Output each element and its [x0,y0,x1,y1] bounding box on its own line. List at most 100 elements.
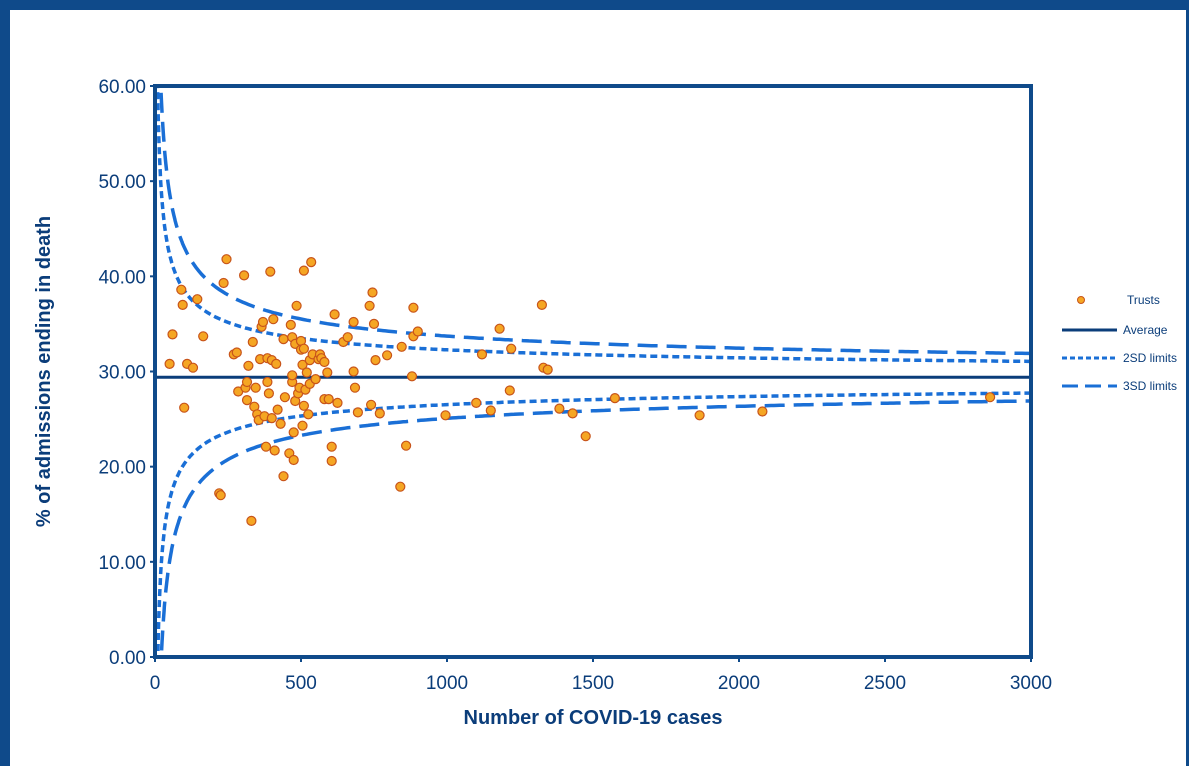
trust-point [303,409,314,420]
trust-point [342,332,353,343]
trust-point [241,395,253,406]
x-tick-label: 2500 [864,673,906,694]
x-axis-title: Number of COVID-19 cases [464,707,723,729]
x-tick-label: 3000 [1010,673,1052,694]
trust-point [215,490,226,501]
trust-point [298,343,309,354]
control-limits [155,86,1031,657]
limit-2sd-upper [155,86,1031,364]
trust-point [164,358,175,369]
trust-point [272,404,283,415]
trust-point [198,331,209,342]
trust-point [364,300,375,311]
trust-point [485,405,496,416]
trust-point [326,455,337,467]
trust-point [348,366,359,377]
trust-point [406,371,418,382]
trust-point [396,341,407,352]
trust-point [326,441,337,452]
trust-point [757,406,768,417]
trust-point [297,359,308,370]
x-tick-label: 500 [285,673,317,694]
trust-point [269,445,280,456]
trust-point [401,440,412,451]
trust-point [263,388,274,399]
legend-average-label: Average [1123,323,1168,337]
x-tick-label: 2000 [718,673,760,694]
trust-point [323,394,334,405]
trust-point [322,367,333,378]
x-axis-ticks: 0 500 1000 1500 2000 2500 3000 [150,657,1052,694]
trust-point [609,393,621,404]
trust-point [542,364,553,375]
trust-point [246,515,257,527]
limit-2sd-lower [156,391,1031,657]
trust-point [179,402,190,413]
trust-point [262,376,273,388]
trust-point [278,334,289,345]
trust-point [297,420,308,431]
trust-point [275,418,286,429]
trust-point [298,400,309,411]
trust-point [567,408,578,419]
limit-3sd-lower [159,399,1031,657]
trust-point [218,277,229,289]
y-axis-title: % of admissions ending in death [33,216,55,527]
y-tick-label: 0.00 [109,648,146,669]
trust-point [301,367,312,378]
trust-point [268,314,279,325]
y-tick-label: 30.00 [98,363,146,384]
trust-point [239,270,250,281]
trust-point [476,349,488,360]
trust-point [291,300,302,311]
trust-point [288,454,299,466]
y-tick-label: 60.00 [98,77,146,98]
trust-point [287,370,298,381]
trust-point [984,392,996,403]
trust-point [167,329,178,340]
trust-point [504,385,515,396]
trust-point [367,287,378,298]
trust-point [241,376,253,388]
trust-point [192,294,203,305]
trust-point [580,431,591,442]
x-tick-label: 1000 [426,673,468,694]
trust-point [271,358,282,369]
trust-point [231,347,242,358]
trust-point [349,382,361,393]
trust-point [408,302,419,313]
trust-point [395,481,406,492]
trust-point [440,410,451,421]
trust-point [176,284,187,295]
trust-point [310,374,321,385]
trust-point [412,326,423,337]
trust-point [319,356,330,368]
trust-point [265,266,276,277]
y-tick-label: 10.00 [98,553,146,574]
trust-point [352,407,363,418]
trust-point [329,309,340,320]
trust-point [221,254,232,265]
trust-point [177,299,188,310]
trust-point [278,471,289,482]
legend: Trusts Average 2SD limits 3SD limits [1062,293,1177,393]
trust-point [471,397,482,408]
trust-point [348,316,359,328]
trust-point [368,318,380,329]
trust-point [370,355,381,366]
trust-point [247,336,258,348]
legend-2sd-label: 2SD limits [1123,351,1177,365]
trust-point [306,257,317,268]
trust-point [382,350,393,361]
trust-point [506,343,517,354]
trust-point [694,410,705,421]
x-tick-label: 1500 [572,673,614,694]
y-tick-label: 20.00 [98,458,146,479]
trust-point [279,392,290,403]
trust-point [266,413,277,424]
y-tick-label: 40.00 [98,267,146,288]
trust-point [257,316,269,328]
y-tick-label: 50.00 [98,172,146,193]
legend-3sd-label: 3SD limits [1123,379,1177,393]
